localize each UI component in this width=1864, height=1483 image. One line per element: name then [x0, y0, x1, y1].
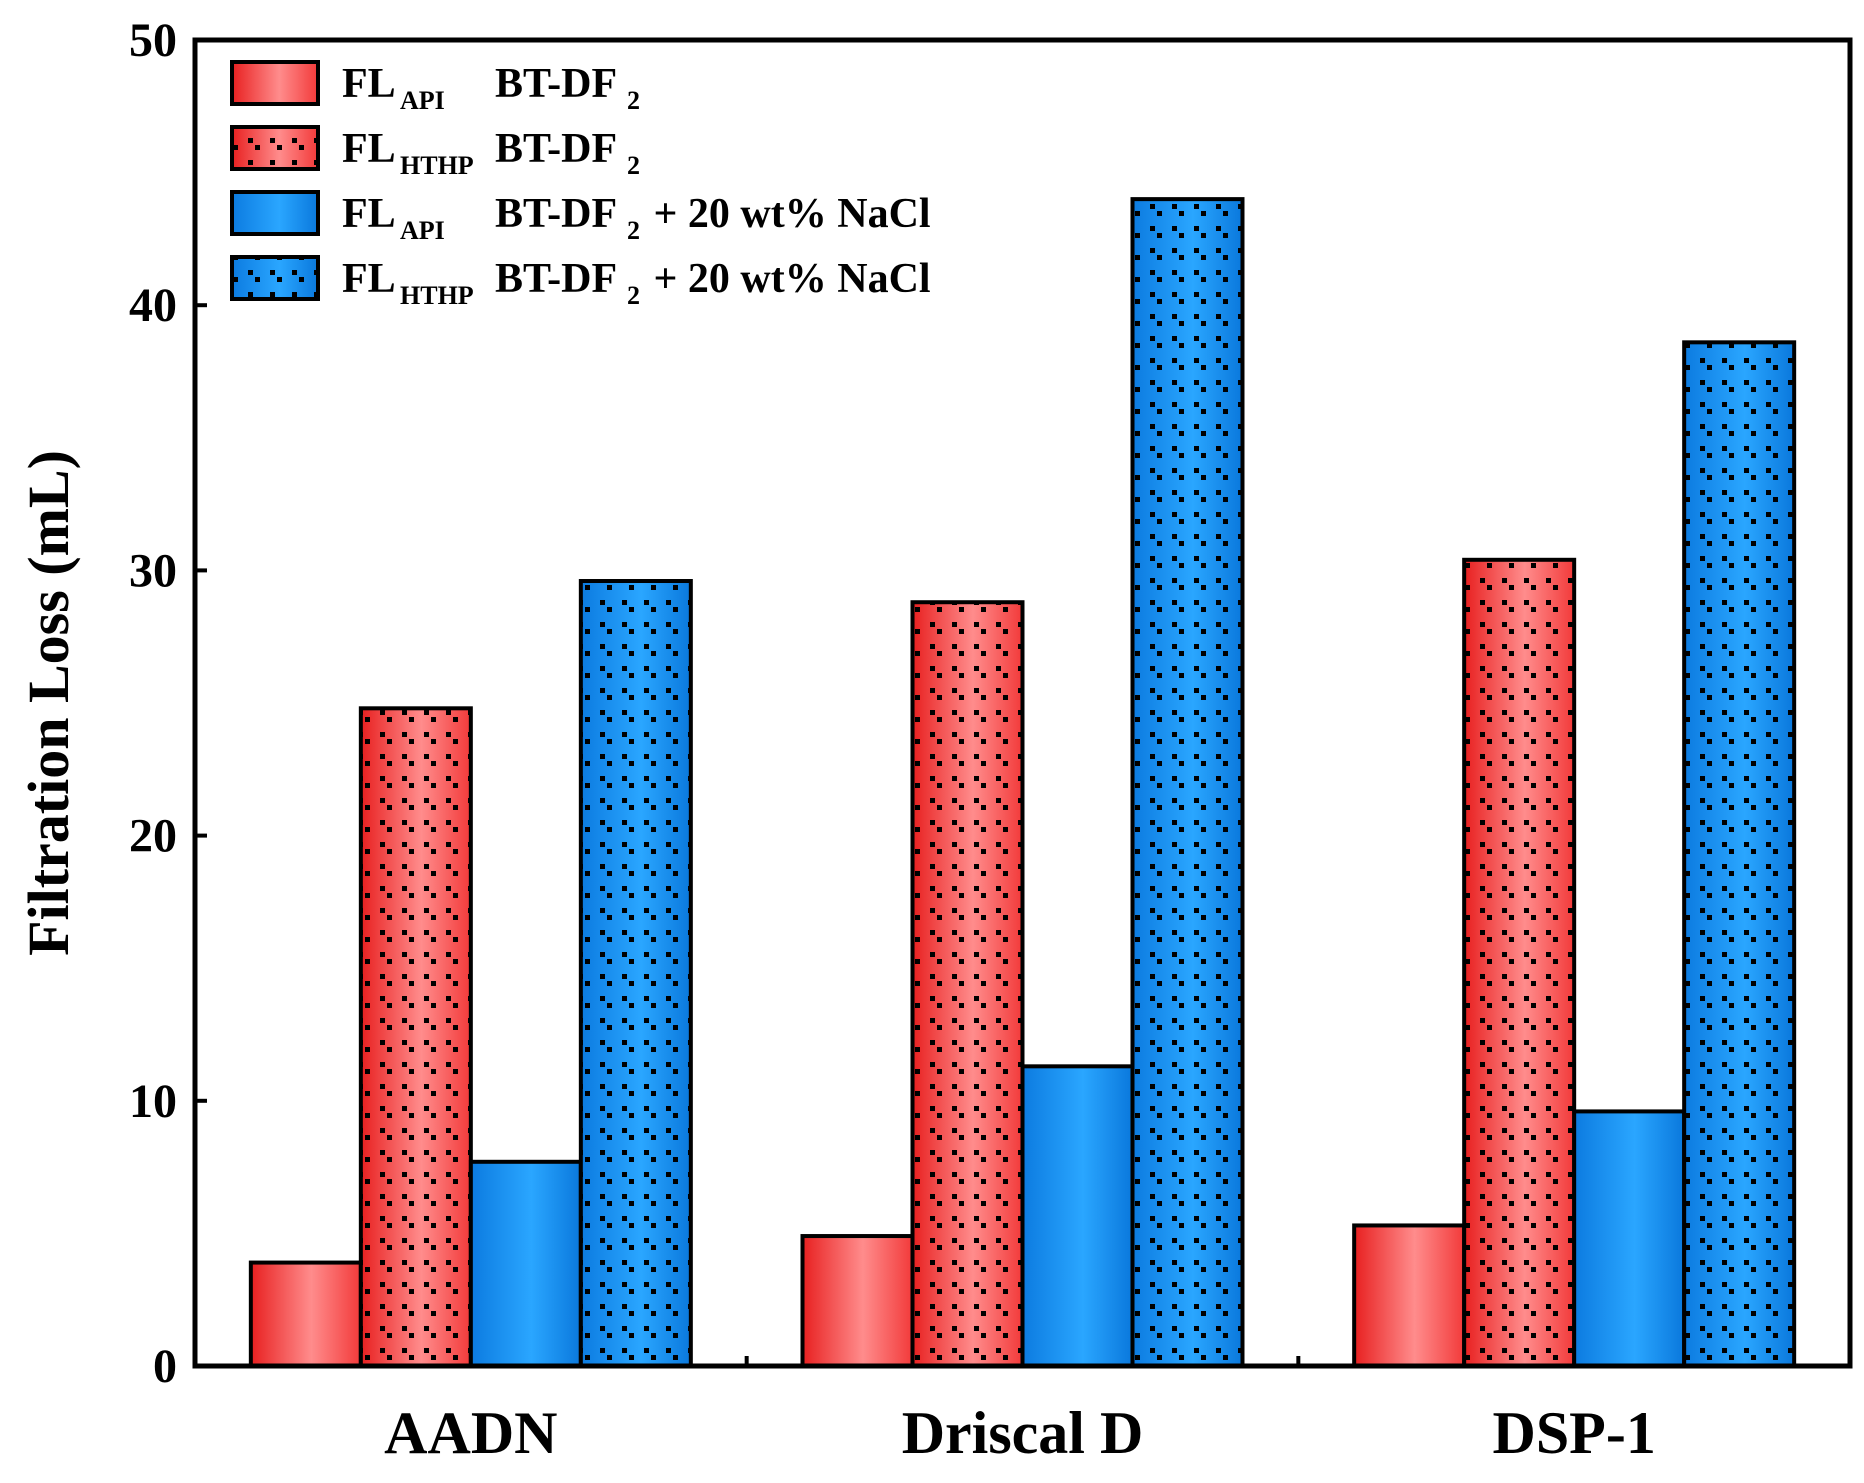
- legend-label-suffix: + 20 wt% NaCl: [643, 191, 931, 237]
- legend-label-rest: BT-DF: [495, 256, 617, 302]
- legend-swatch-outline: [230, 125, 320, 171]
- plot-frame: [192, 37, 1853, 1369]
- bar-pattern: [912, 602, 1023, 1366]
- bar-1-2: [1022, 1066, 1133, 1366]
- y-axis-title: Filtration Loss (mL): [16, 450, 81, 956]
- legend-swatch-pattern: [232, 257, 318, 299]
- legend-label-rest-sub: 2: [627, 281, 640, 310]
- legend-label-rest: BT-DF: [495, 61, 617, 107]
- legend-label-rest-sub: 2: [627, 216, 640, 245]
- y-tick-label: 10: [129, 1075, 177, 1128]
- bar-pattern: [1684, 342, 1795, 1366]
- y-tick-label: 20: [129, 810, 177, 863]
- bar-pattern: [360, 708, 471, 1366]
- bar-2-2: [1574, 1111, 1685, 1366]
- legend-label-main: FL: [342, 256, 396, 302]
- legend: FL API BT-DF 2FL HTHP BT-DF 2FL API BT-DF 2 + 20 …: [230, 60, 931, 310]
- legend-label-sub: API: [400, 86, 445, 115]
- legend-label-suffix: + 20 wt% NaCl: [643, 256, 931, 302]
- legend-swatch-pattern: [232, 127, 318, 169]
- y-tick-label: 30: [129, 544, 177, 597]
- legend-label-rest: BT-DF: [495, 126, 617, 172]
- bar-0-2: [470, 1161, 581, 1366]
- x-category-label: AADN: [384, 1400, 557, 1466]
- bars-group: [248, 197, 1797, 1369]
- legend-swatch: [232, 192, 318, 234]
- legend-label-rest: BT-DF: [495, 191, 617, 237]
- legend-label-sub: API: [400, 216, 445, 245]
- legend-label-sub: HTHP: [400, 151, 474, 180]
- legend-label-sub: HTHP: [400, 281, 474, 310]
- legend-label-main: FL: [342, 191, 396, 237]
- y-tick-label: 40: [129, 279, 177, 332]
- x-category-label: DSP-1: [1492, 1400, 1655, 1466]
- x-category-label: Driscal D: [902, 1400, 1144, 1466]
- legend-swatch-outline: [230, 255, 320, 301]
- legend-swatch: [232, 62, 318, 104]
- x-ticks-group: AADN Driscal D DSP-1: [384, 1356, 1656, 1466]
- y-tick-label: 0: [153, 1340, 177, 1393]
- bar-pattern: [1464, 559, 1575, 1366]
- axes-group: [192, 37, 1853, 1369]
- legend-label-rest-sub: 2: [627, 151, 640, 180]
- y-tick-label: 50: [129, 14, 177, 67]
- bar-2-0: [1354, 1225, 1465, 1366]
- legend-swatch-outline: [230, 190, 320, 236]
- bar-pattern: [580, 581, 691, 1366]
- legend-swatch-outline: [230, 60, 320, 106]
- legend-label-main: FL: [342, 61, 396, 107]
- legend-label-main: FL: [342, 126, 396, 172]
- bar-1-0: [802, 1236, 913, 1366]
- bar-0-0: [250, 1262, 361, 1366]
- y-ticks-group: 0 10 20 30 40 50: [129, 14, 207, 1393]
- legend-label-rest-sub: 2: [627, 86, 640, 115]
- bar-pattern: [1132, 199, 1243, 1366]
